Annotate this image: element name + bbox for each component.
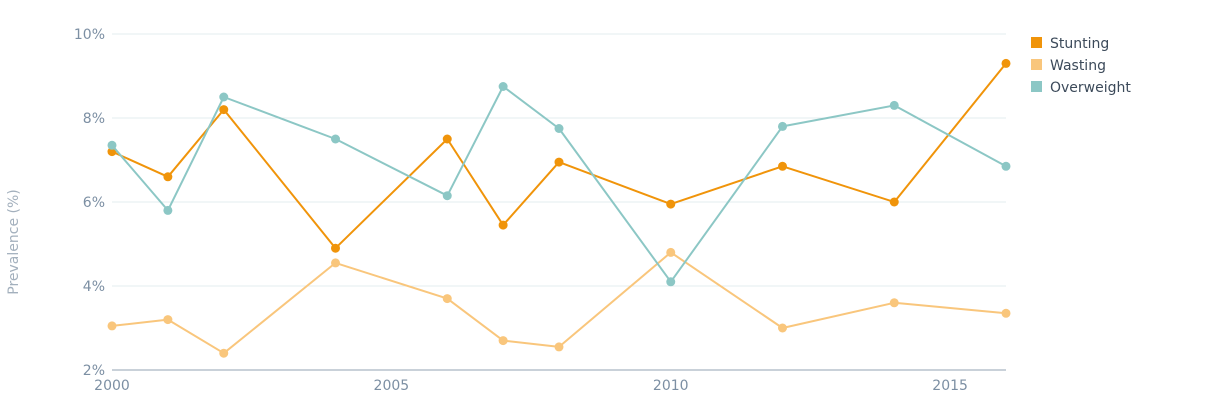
- x-tick-label: 2005: [374, 378, 410, 394]
- series-overweight: [107, 82, 1011, 287]
- data-point-wasting[interactable]: [219, 348, 229, 358]
- data-point-stunting[interactable]: [889, 197, 899, 207]
- legend-item-stunting[interactable]: Stunting: [1031, 36, 1109, 52]
- data-point-wasting[interactable]: [107, 321, 117, 331]
- legend-item-wasting[interactable]: Wasting: [1031, 58, 1106, 74]
- legend-item-overweight[interactable]: Overweight: [1031, 80, 1131, 96]
- gridlines: [112, 33, 1006, 287]
- data-point-wasting[interactable]: [331, 258, 340, 268]
- data-point-stunting[interactable]: [1001, 58, 1011, 68]
- data-point-stunting[interactable]: [498, 220, 508, 230]
- data-point-stunting[interactable]: [331, 243, 340, 253]
- y-tick-label: 8%: [83, 111, 105, 127]
- data-point-wasting[interactable]: [163, 315, 173, 325]
- legend-swatch: [1031, 37, 1042, 48]
- data-point-wasting[interactable]: [442, 294, 452, 304]
- x-tick-label: 2000: [94, 378, 130, 394]
- legend-swatch: [1031, 81, 1042, 92]
- data-point-stunting[interactable]: [554, 157, 564, 167]
- data-point-wasting[interactable]: [778, 323, 787, 333]
- y-axis-title: Prevalence (%): [6, 189, 22, 295]
- data-point-stunting[interactable]: [219, 105, 229, 115]
- data-point-stunting[interactable]: [163, 172, 173, 182]
- x-axis-ticks: 2000 2005 2010 2015: [94, 378, 968, 394]
- data-point-wasting[interactable]: [666, 247, 676, 257]
- data-point-overweight[interactable]: [778, 121, 787, 131]
- data-point-overweight[interactable]: [442, 191, 452, 201]
- y-tick-label: 6%: [83, 195, 105, 211]
- legend: Stunting Wasting Overweight: [1031, 36, 1131, 96]
- data-point-overweight[interactable]: [666, 277, 676, 287]
- series-wasting: [107, 247, 1011, 358]
- series-line-wasting: [111, 251, 1007, 355]
- series-line-overweight: [111, 85, 1007, 283]
- data-point-wasting[interactable]: [889, 298, 899, 308]
- series-line-stunting: [111, 62, 1007, 250]
- data-point-overweight[interactable]: [498, 82, 508, 91]
- data-point-stunting[interactable]: [778, 161, 787, 171]
- data-point-overweight[interactable]: [107, 140, 117, 150]
- data-point-overweight[interactable]: [554, 124, 564, 133]
- data-point-overweight[interactable]: [889, 100, 899, 110]
- x-tick-label: 2015: [932, 378, 968, 394]
- data-point-overweight[interactable]: [1001, 161, 1011, 171]
- y-axis-ticks: 2% 4% 6% 8% 10%: [74, 27, 105, 379]
- data-point-stunting[interactable]: [442, 134, 452, 144]
- data-point-wasting[interactable]: [554, 342, 564, 352]
- legend-label: Wasting: [1050, 58, 1106, 74]
- data-point-wasting[interactable]: [1001, 308, 1011, 318]
- y-tick-label: 4%: [83, 279, 105, 295]
- series-stunting: [107, 58, 1011, 253]
- y-tick-label: 10%: [74, 27, 105, 43]
- data-point-stunting[interactable]: [666, 199, 676, 209]
- data-point-overweight[interactable]: [331, 134, 340, 144]
- series-group: [107, 58, 1011, 358]
- data-point-wasting[interactable]: [498, 336, 508, 346]
- legend-swatch: [1031, 59, 1042, 70]
- data-point-overweight[interactable]: [219, 92, 229, 102]
- x-tick-label: 2010: [653, 378, 689, 394]
- y-tick-label: 2%: [83, 363, 105, 379]
- legend-label: Overweight: [1050, 80, 1131, 96]
- data-point-overweight[interactable]: [163, 205, 173, 215]
- legend-label: Stunting: [1050, 36, 1109, 52]
